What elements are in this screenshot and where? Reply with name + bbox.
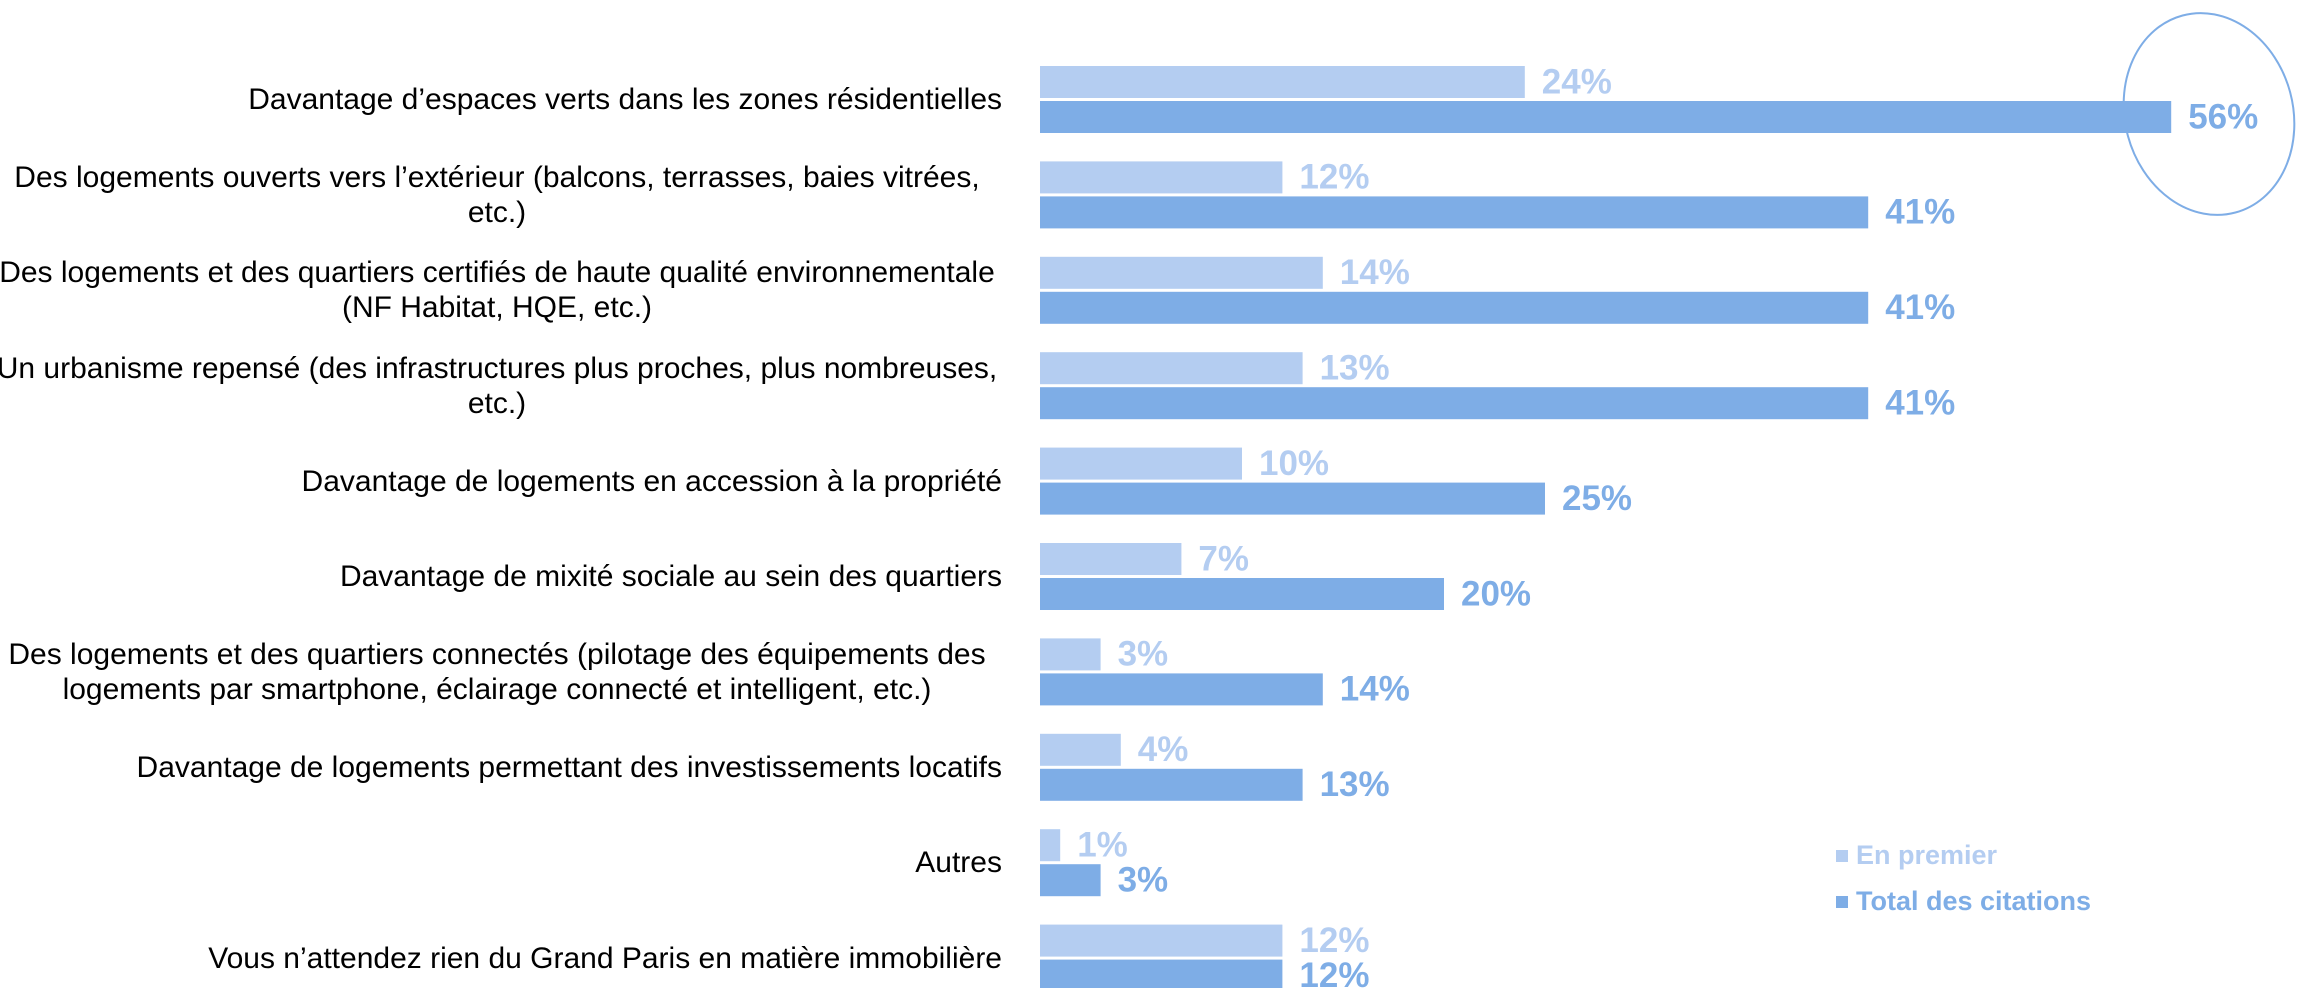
category-label-box: Davantage de mixité sociale au sein des … — [0, 529, 1002, 624]
category-label: Vous n’attendez rien du Grand Paris en m… — [208, 941, 1002, 975]
category-label-box: Des logements ouverts vers l’extérieur (… — [0, 147, 1002, 242]
category-label: Davantage d’espaces verts dans les zones… — [248, 83, 1002, 116]
value-label: 20% — [1461, 574, 1531, 613]
category-label-box: Davantage de logements en accession à la… — [0, 434, 1002, 529]
bar — [1040, 66, 1525, 98]
bar — [1040, 673, 1323, 706]
bar — [1040, 196, 1869, 229]
bar — [1040, 829, 1061, 862]
bar — [1040, 768, 1303, 801]
category-label: Des logements ouverts vers l’extérieur (… — [14, 160, 980, 229]
category-label: Des logements et des quartiers certifiés… — [0, 256, 995, 325]
value-label: 4% — [1138, 730, 1189, 769]
value-label: 14% — [1340, 670, 1410, 709]
bar — [1040, 447, 1242, 480]
value-label: 24% — [1542, 62, 1612, 101]
value-label: 1% — [1077, 825, 1128, 864]
category-label: Davantage de logements permettant des in… — [136, 750, 1002, 784]
legend-swatch — [1836, 896, 1848, 908]
value-label: 3% — [1118, 860, 1169, 899]
value-label: 3% — [1118, 635, 1169, 674]
value-label: 41% — [1885, 383, 1955, 422]
bar — [1040, 387, 1869, 420]
bar — [1040, 543, 1182, 575]
category-label-box: Des logements et des quartiers certifiés… — [0, 243, 1002, 338]
legend-label: En premier — [1856, 840, 1998, 870]
value-label: 14% — [1340, 253, 1410, 292]
value-label: 41% — [1885, 288, 1955, 327]
value-label: 13% — [1320, 348, 1390, 387]
highlight-ellipse — [2122, 12, 2296, 216]
legend-label: Total des citations — [1856, 886, 2091, 916]
category-label: Des logements et des quartiers connectés… — [8, 637, 986, 706]
bar — [1040, 733, 1121, 766]
bar — [1040, 924, 1283, 957]
value-label: 12% — [1299, 921, 1369, 960]
legend-swatch — [1836, 850, 1848, 862]
category-label-box: Autres — [0, 815, 1002, 910]
value-label: 12% — [1299, 158, 1369, 197]
value-label: 41% — [1885, 193, 1955, 232]
category-label: Davantage de logements en accession à la… — [301, 464, 1002, 498]
category-label: Un urbanisme repensé (des infrastructure… — [0, 351, 998, 420]
bar — [1040, 864, 1101, 897]
value-label: 12% — [1299, 956, 1369, 988]
bar — [1040, 482, 1545, 515]
bar — [1040, 161, 1283, 194]
bar — [1040, 959, 1283, 988]
category-label-box: Vous n’attendez rien du Grand Paris en m… — [0, 911, 1002, 1006]
category-label-box: Davantage d’espaces verts dans les zones… — [0, 52, 1002, 147]
bar — [1040, 638, 1101, 671]
value-label: 10% — [1259, 444, 1329, 483]
category-label: Davantage de mixité sociale au sein des … — [339, 560, 1002, 593]
bar — [1040, 101, 2172, 133]
value-label: 25% — [1562, 479, 1632, 518]
category-label-box: Davantage de logements permettant des in… — [0, 720, 1002, 815]
value-label: 7% — [1198, 539, 1249, 578]
bar — [1040, 291, 1869, 324]
bar — [1040, 578, 1444, 610]
bar — [1040, 256, 1323, 289]
bar — [1040, 352, 1303, 385]
category-label: Autres — [915, 846, 1002, 880]
category-label-box: Des logements et des quartiers connectés… — [0, 624, 1002, 719]
value-label: 56% — [2188, 97, 2258, 136]
value-label: 13% — [1320, 765, 1390, 804]
category-label-box: Un urbanisme repensé (des infrastructure… — [0, 338, 1002, 433]
